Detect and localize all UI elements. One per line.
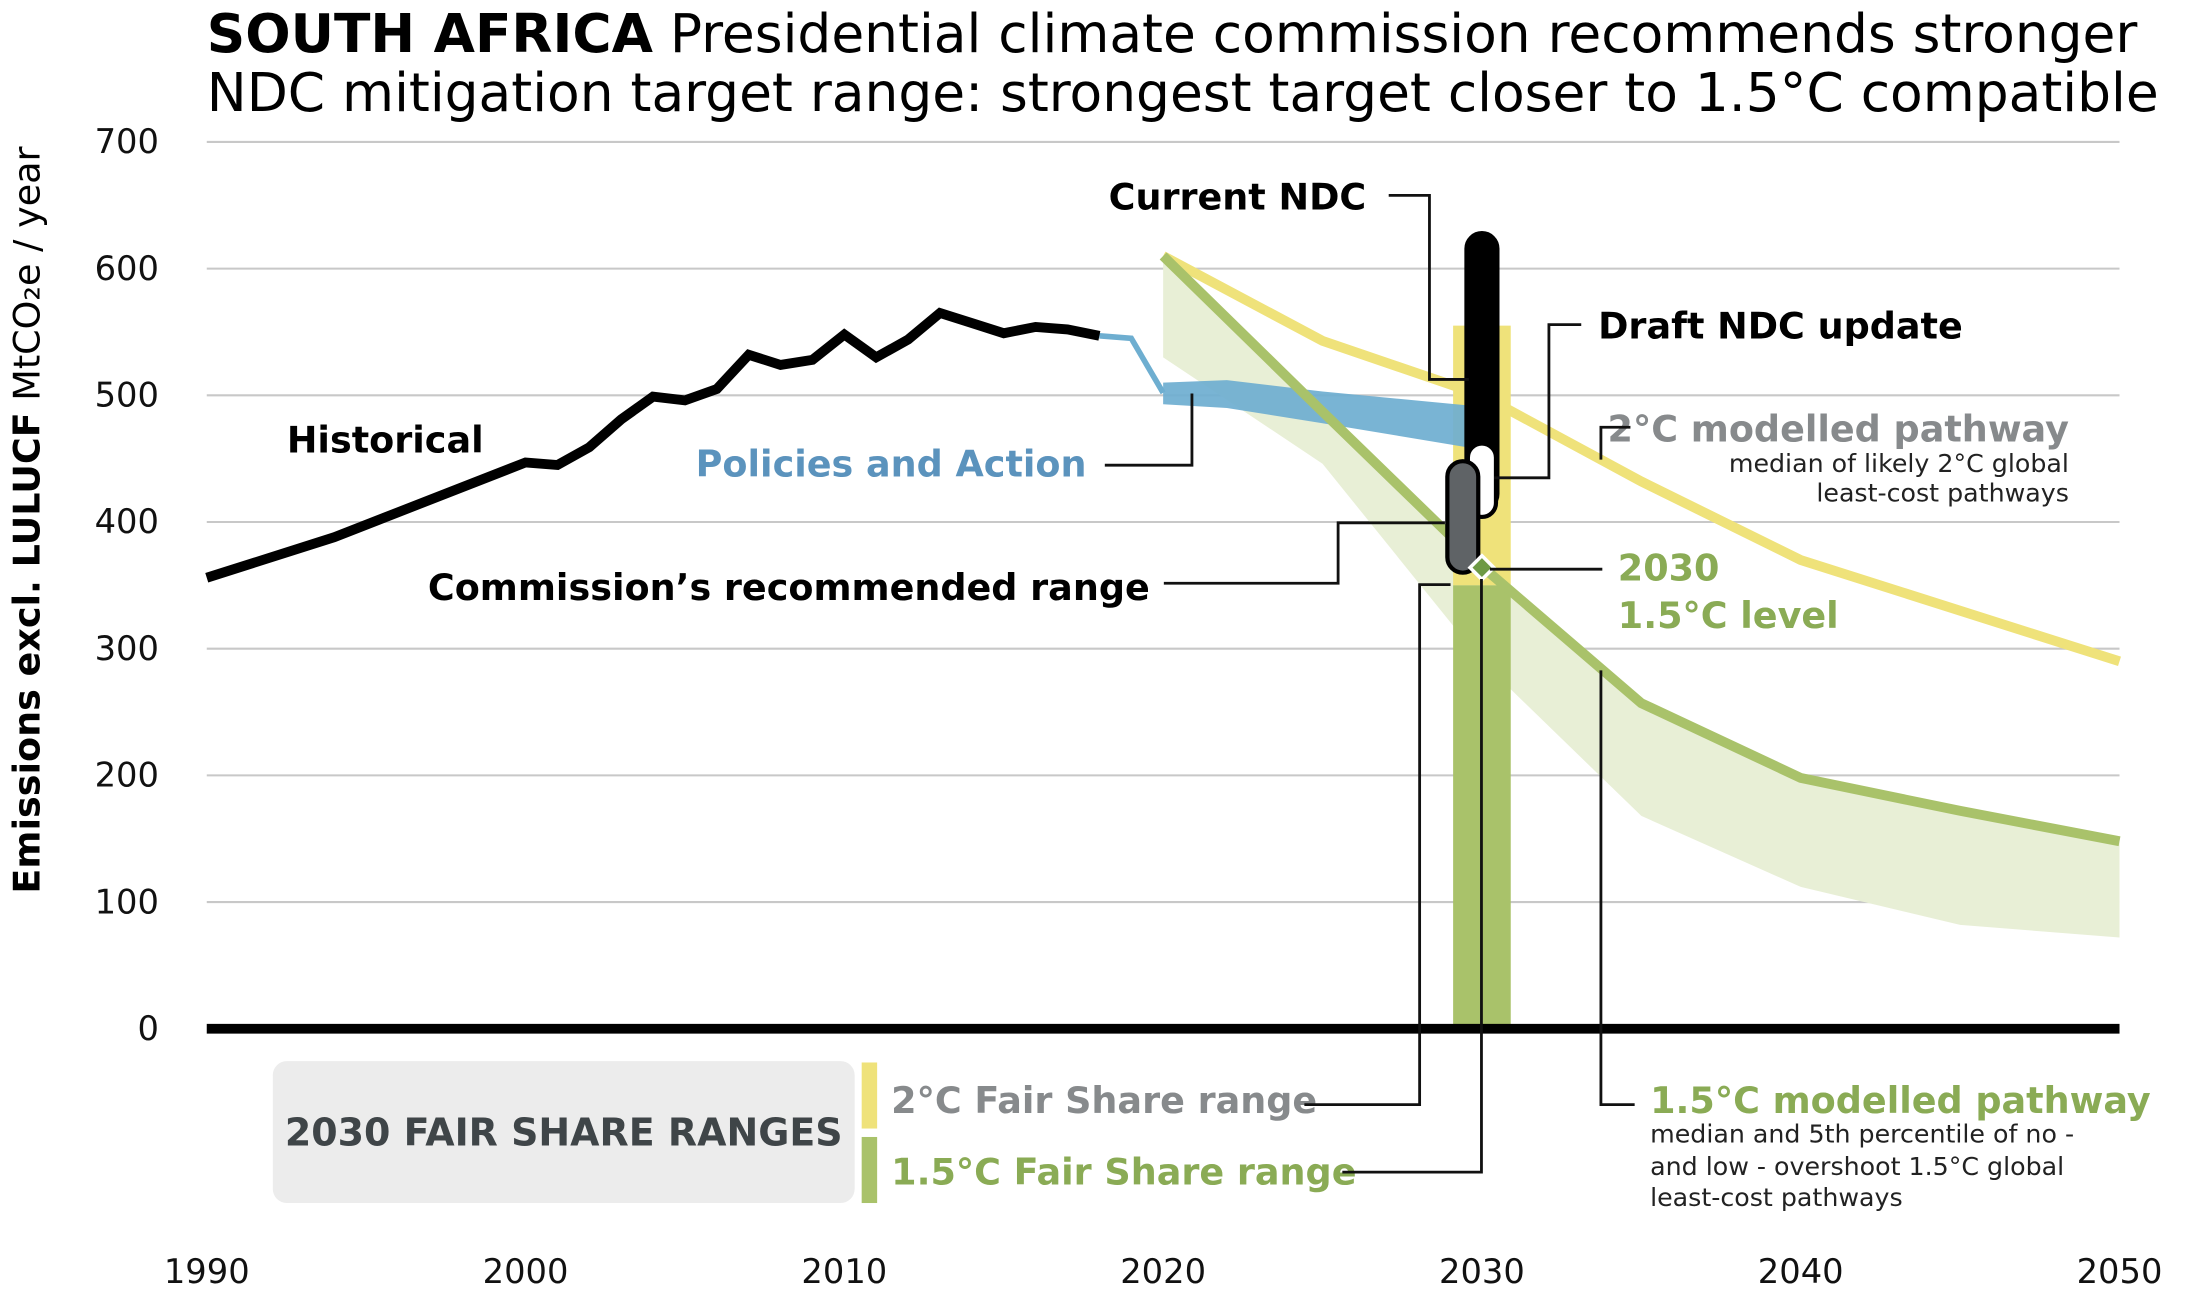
y-tick-700: 700 xyxy=(95,122,159,161)
y-tick-500: 500 xyxy=(95,376,159,415)
note-15c-pathway-1: median and 5th percentile of no - xyxy=(1650,1120,2074,1149)
label-2030-level: 2030 xyxy=(1618,546,1720,589)
y-tick-600: 600 xyxy=(95,249,159,288)
y-tick-labels: 0 100 200 300 400 500 600 700 xyxy=(95,122,159,1048)
label-2030-level-2: 1.5°C level xyxy=(1618,594,1839,637)
x-tick-2050: 2050 xyxy=(2077,1252,2163,1291)
band-15c-pathway xyxy=(1163,255,2120,938)
bar-commission-range xyxy=(1445,459,1481,575)
annotations: Historical Policies and Action Current N… xyxy=(287,175,2151,1211)
x-tick-2000: 2000 xyxy=(483,1252,569,1291)
label-commission: Commission’s recommended range xyxy=(428,566,1150,609)
y-tick-100: 100 xyxy=(95,882,159,921)
note-2c-pathway-2: least-cost pathways xyxy=(1816,479,2069,508)
y-tick-0: 0 xyxy=(138,1009,159,1048)
x-tick-2020: 2020 xyxy=(1120,1252,1206,1291)
legend-box xyxy=(272,1061,855,1204)
legend-swatch-15c xyxy=(861,1136,878,1204)
x-tick-2030: 2030 xyxy=(1439,1252,1525,1291)
x-tick-labels: 1990 2000 2010 2020 2030 2040 2050 xyxy=(164,1252,2163,1291)
label-historical: Historical xyxy=(287,419,484,462)
marker-2030-15c-level xyxy=(1467,553,1497,583)
label-15c-fair-share: 1.5°C Fair Share range xyxy=(891,1151,1356,1194)
chart-title: SOUTH AFRICA Presidential climate commis… xyxy=(207,2,2138,65)
line-policies-connector xyxy=(1099,332,1166,395)
note-15c-pathway-2: and low - overshoot 1.5°C global xyxy=(1650,1152,2064,1181)
label-policies: Policies and Action xyxy=(696,442,1087,485)
legend-swatch-2c xyxy=(861,1062,878,1129)
y-axis-label: Emissions excl. LULUCF MtCO₂e / year xyxy=(6,145,49,893)
x-tick-1990: 1990 xyxy=(164,1252,250,1291)
x-tick-2010: 2010 xyxy=(801,1252,887,1291)
note-2c-pathway-1: median of likely 2°C global xyxy=(1729,449,2069,478)
label-draft-ndc: Draft NDC update xyxy=(1598,305,1963,348)
label-current-ndc: Current NDC xyxy=(1109,175,1367,218)
note-15c-pathway-3: least-cost pathways xyxy=(1650,1183,1903,1212)
y-tick-200: 200 xyxy=(95,756,159,795)
label-2c-pathway: 2°C modelled pathway xyxy=(1608,407,2070,450)
y-tick-400: 400 xyxy=(95,502,159,541)
y-tick-300: 300 xyxy=(95,629,159,668)
legend-title: 2030 FAIR SHARE RANGES xyxy=(285,1110,843,1154)
leader-lines xyxy=(1104,193,1635,1174)
line-15c-pathway xyxy=(1159,252,2121,847)
x-tick-2040: 2040 xyxy=(1758,1252,1844,1291)
chart-subtitle: NDC mitigation target range: strongest t… xyxy=(207,61,2159,124)
line-2c-pathway xyxy=(1160,251,2122,667)
label-15c-pathway: 1.5°C modelled pathway xyxy=(1650,1079,2151,1122)
label-2c-fair-share: 2°C Fair Share range xyxy=(891,1079,1317,1122)
line-historical xyxy=(205,307,1101,583)
